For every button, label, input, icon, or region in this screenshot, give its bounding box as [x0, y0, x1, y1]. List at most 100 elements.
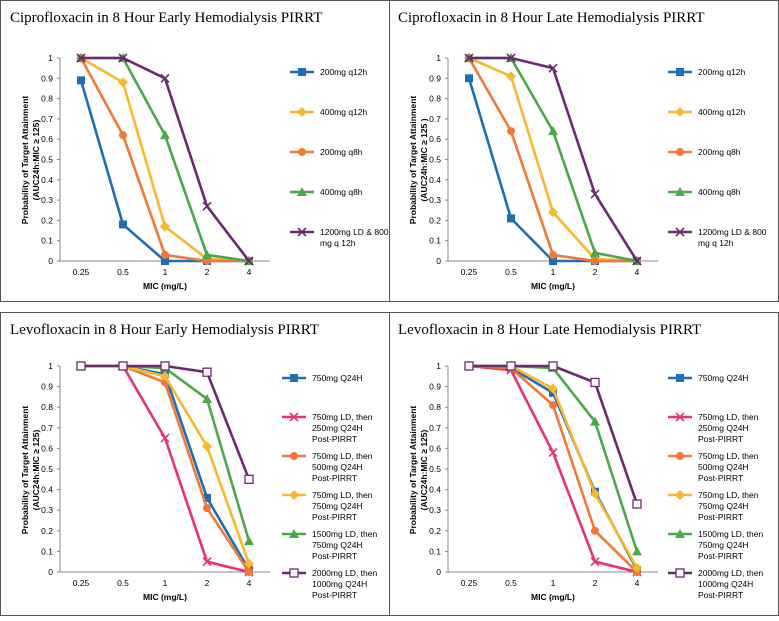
legend-entry: 400mg q12h	[668, 107, 746, 117]
data-point	[590, 488, 600, 499]
series-line	[467, 77, 637, 263]
y-tick-label: 0.1	[429, 236, 441, 246]
data-point	[160, 221, 170, 232]
series-line	[81, 364, 251, 542]
legend-entry: 200mg q8h	[668, 147, 741, 157]
legend-swatch-marker	[675, 490, 685, 500]
y-axis-label-group: Probability of Target Attainment (AUC24h:…	[408, 96, 429, 225]
legend-label-line: 400mg q12h	[698, 107, 746, 117]
data-point	[465, 74, 473, 83]
x-tick-label: 0.25	[73, 578, 90, 588]
legend-label: 400mg q8h	[698, 187, 741, 197]
data-point	[590, 416, 600, 426]
series-3	[465, 54, 641, 265]
y-axis-label-group: Probability of Target Attainment (AUC24h:…	[20, 406, 41, 535]
legend-swatch-marker	[675, 412, 685, 422]
data-point	[591, 526, 599, 535]
chart-title: Levofloxacin in 8 Hour Early Hemodialysi…	[10, 322, 319, 338]
legend-entry: 200mg q12h	[668, 67, 746, 77]
y-tick-label: 0.7	[41, 423, 53, 433]
data-point	[76, 361, 86, 371]
series-1	[77, 76, 253, 265]
data-point	[548, 63, 558, 73]
x-axis-label: MIC (mg/L)	[143, 592, 187, 602]
chart-title: Ciprofloxacin in 8 Hour Early Hemodialys…	[10, 10, 322, 26]
legend-entry: 1200mg LD & 800 mg q 12h	[290, 227, 389, 248]
legend-label-line: 750mg Q24H	[698, 540, 749, 550]
data-point	[119, 131, 127, 140]
legend-label: 750mg LD, then 250mg Q24H Post-PIRRT	[698, 412, 759, 444]
legend-label: 200mg q12h	[698, 67, 746, 77]
data-point	[161, 250, 169, 259]
legend-label: 1500mg LD, then 750mg Q24H Post-PIRRT	[312, 529, 377, 561]
y-tick-label: 0.2	[41, 526, 53, 536]
y-tick-label: 0.1	[429, 546, 441, 556]
data-point	[118, 361, 128, 371]
data-point	[160, 130, 170, 140]
legend-swatch-marker	[289, 412, 299, 422]
x-tick-label: 2	[593, 578, 598, 588]
y-axis-label-group: Probability of Target Attainment (AUC24h:…	[20, 96, 41, 225]
data-point	[160, 361, 170, 371]
x-tick-label: 1	[163, 578, 168, 588]
x-tick-label: 0.25	[461, 578, 478, 588]
legend-swatch-marker	[676, 68, 684, 76]
legend-label-line: 1500mg LD, then	[312, 529, 377, 539]
y-axis-label: Probability of Target Attainment	[20, 96, 30, 225]
legend-entry: 2000mg LD, then 1000mg Q24H Post-PIRRT	[668, 568, 763, 600]
data-point	[506, 71, 516, 82]
legend-label-line: 750mg Q24H	[698, 501, 749, 511]
y-tick-label: 0.9	[41, 73, 53, 83]
series-1	[465, 74, 641, 265]
legend-swatch-marker	[289, 529, 299, 538]
legend-label-line: 200mg q8h	[698, 147, 741, 157]
y-tick-label: 0.2	[429, 215, 441, 225]
data-point	[203, 504, 211, 513]
legend-label: 750mg LD, then 500mg Q24H Post-PIRRT	[698, 451, 759, 483]
legend-label-line: 750mg LD, then	[312, 490, 373, 500]
y-tick-label: 0.1	[41, 546, 53, 556]
legend-entry: 750mg LD, then 250mg Q24H Post-PIRRT	[668, 412, 759, 444]
legend-swatch-marker	[675, 568, 685, 578]
legend-entry: 750mg LD, then 750mg Q24H Post-PIRRT	[668, 490, 759, 522]
y-tick-label: 0.7	[429, 114, 441, 124]
legend-swatch-marker	[289, 490, 299, 500]
legend-swatch-marker	[297, 107, 307, 117]
legend-swatch-marker	[297, 227, 307, 237]
y-tick-label: 0	[436, 567, 441, 577]
legend-label-line: Post-PIRRT	[698, 551, 743, 561]
legend-label-line: 750mg Q24H	[312, 373, 363, 383]
y-axis-label: Probability of Target Attainment	[20, 406, 30, 535]
legend-swatch-marker	[675, 227, 685, 237]
y-tick-label: 1	[48, 361, 53, 371]
x-axis-label: MIC (mg/L)	[531, 592, 575, 602]
legend-label: 200mg q8h	[698, 147, 741, 157]
x-tick-label: 4	[247, 578, 252, 588]
data-point	[244, 558, 254, 569]
legend-label-line: 750mg LD, then	[312, 412, 373, 422]
data-point	[244, 256, 254, 266]
legend-entry: 750mg Q24H	[282, 373, 363, 383]
y-tick-label: 1	[436, 361, 441, 371]
legend-entry: 750mg Q24H	[668, 373, 749, 383]
x-tick-label: 0.5	[505, 267, 517, 277]
legend-label: 750mg LD, then 250mg Q24H Post-PIRRT	[312, 412, 373, 444]
legend-label-line: 250mg Q24H	[698, 423, 749, 433]
legend-label-line: Post-PIRRT	[312, 551, 357, 561]
y-tick-label: 0.8	[41, 94, 53, 104]
legend-entry: 750mg LD, then 750mg Q24H Post-PIRRT	[282, 490, 373, 522]
legend-entry: 1500mg LD, then 750mg Q24H Post-PIRRT	[282, 529, 377, 561]
legend-label-line: 750mg LD, then	[698, 451, 759, 461]
legend-label: 200mg q8h	[320, 147, 363, 157]
y-tick-label: 0.4	[429, 485, 441, 495]
x-tick-label: 0.5	[505, 578, 517, 588]
data-point	[590, 557, 600, 567]
y-tick-label: 0.3	[41, 195, 53, 205]
y-tick-label: 0.3	[429, 505, 441, 515]
x-tick-label: 0.5	[117, 267, 129, 277]
data-point	[548, 207, 558, 218]
data-point	[203, 257, 211, 265]
legend-label: 750mg Q24H	[312, 373, 363, 383]
data-point	[202, 201, 212, 211]
